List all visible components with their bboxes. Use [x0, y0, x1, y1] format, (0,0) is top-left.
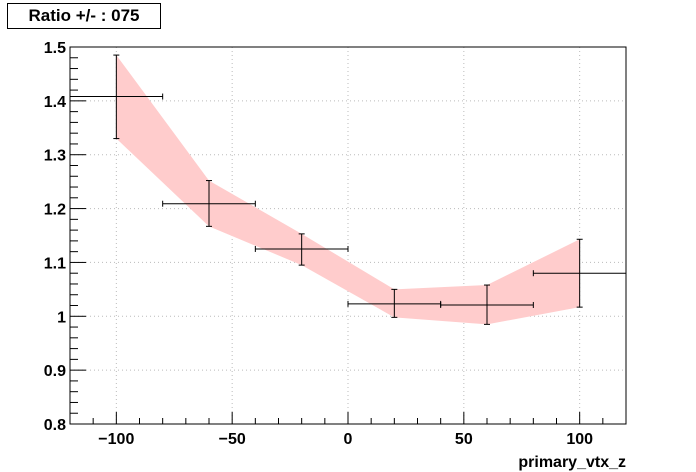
data-point [440, 284, 534, 325]
data-points [69, 54, 627, 325]
x-tick-label: 50 [455, 431, 473, 448]
x-tick-label: 100 [566, 431, 593, 448]
data-point [347, 288, 442, 318]
data-point [162, 180, 256, 227]
y-tick-label: 0.8 [44, 417, 66, 434]
y-tick-label: 1.3 [44, 148, 66, 165]
y-tick-label: 1 [57, 309, 66, 326]
data-point [69, 54, 164, 140]
y-tick-label: 1.5 [44, 40, 66, 57]
tick-labels: −100 −50 0 50 100 0.8 0.9 1 1.1 1.2 1.3 1.4 1.5 [44, 40, 593, 448]
x-tick-label: −50 [219, 431, 246, 448]
x-tick-label: 0 [344, 431, 353, 448]
y-tick-label: 1.4 [44, 94, 66, 111]
grid-lines [70, 47, 626, 424]
y-tick-label: 1.2 [44, 202, 66, 219]
x-tick-label: −100 [98, 431, 134, 448]
chart-title: Ratio +/- : 075 [7, 3, 161, 29]
data-point [254, 233, 349, 266]
x-axis-title: primary_vtx_z [518, 454, 626, 471]
y-tick-label: 1.1 [44, 255, 66, 272]
data-point [532, 238, 627, 308]
y-tick-label: 0.9 [44, 363, 66, 380]
axis-ticks [69, 46, 627, 425]
chart-title-text: Ratio +/- : 075 [28, 6, 140, 25]
